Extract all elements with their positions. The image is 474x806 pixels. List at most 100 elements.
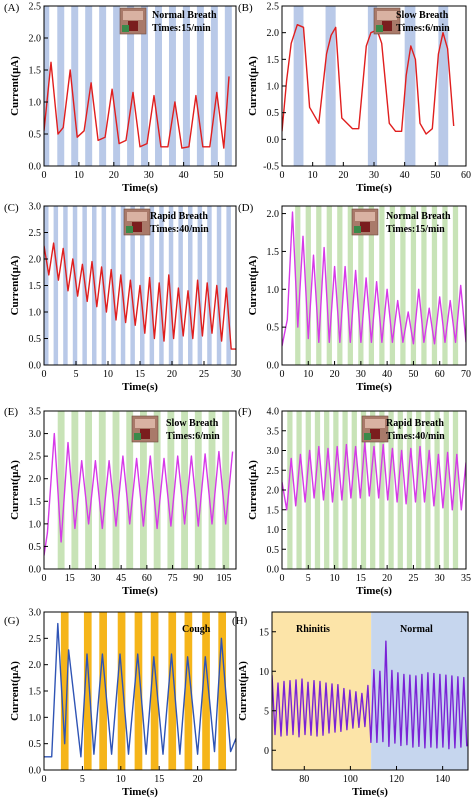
stimulus-band — [370, 411, 376, 569]
stimulus-band — [388, 411, 394, 569]
chart-panel: 0.0 0.5 1.0 1.5 2.0 2.5 3.0 0 5 10 15 20 Time(s) Curr… — [4, 608, 237, 798]
breath-mode-label: Rapid Breath — [386, 418, 444, 429]
x-tick-label: 80 — [299, 774, 309, 785]
x-axis-label: Time(s) — [122, 585, 158, 597]
panel-label: (D) — [238, 202, 254, 214]
photo-face — [127, 212, 147, 221]
stimulus-band — [182, 6, 190, 166]
axes-frame — [43, 410, 237, 570]
stimulus-band — [141, 6, 149, 166]
x-tick-label: 0 — [42, 573, 47, 584]
photo-face — [355, 212, 375, 221]
data-line — [44, 432, 234, 556]
y-tick-label: 15 — [259, 627, 269, 638]
x-tick-label: 30 — [90, 573, 100, 584]
y-tick-label: 0.5 — [267, 108, 280, 119]
stimulus-band — [367, 6, 378, 166]
photo-device — [382, 21, 392, 31]
x-tick-label: 10 — [74, 170, 84, 181]
y-tick-label: 2.0 — [29, 34, 42, 45]
y-tick-label: 1.5 — [267, 247, 280, 258]
x-tick-label: 60 — [461, 170, 471, 181]
y-tick-label: 1.0 — [267, 525, 280, 536]
breath-mode-label: Slow Breath — [166, 418, 219, 429]
stimulus-band — [57, 6, 65, 166]
panel-label: (C) — [4, 202, 19, 214]
photo-clip — [126, 226, 133, 233]
stimulus-band — [452, 206, 459, 365]
x-tick-label: 30 — [144, 170, 154, 181]
plot-area — [44, 612, 236, 770]
stimulus-band — [99, 6, 107, 166]
stimulus-band — [397, 411, 403, 569]
chart-panel: 0.0 0.5 1.0 1.5 2.0 2.5 3.0 3.5 0 15 30 45 60 75 90 105… — [4, 406, 237, 597]
stimulus-band — [71, 6, 79, 166]
stimulus-band — [295, 206, 301, 365]
stimulus-band — [438, 6, 449, 166]
subject-photo — [361, 415, 389, 443]
breath-mode-label: Normal Breath — [152, 10, 217, 21]
photo-face — [123, 11, 143, 20]
y-axis-label: Current(μA) — [247, 255, 259, 315]
y-tick-label: 3.5 — [29, 407, 42, 418]
stimulus-band — [57, 411, 65, 569]
stimulus-band — [314, 411, 321, 569]
y-tick-label: 2.0 — [267, 209, 280, 220]
axes-frame — [43, 5, 237, 167]
stimulus-band — [337, 206, 343, 365]
y-axis-label: Current(μA) — [9, 460, 21, 520]
data-line — [282, 24, 455, 135]
y-tick-label: 1.0 — [29, 98, 42, 109]
x-tick-label: 10 — [303, 369, 313, 380]
stimulus-band — [85, 6, 93, 166]
y-tick-label: 0 — [264, 746, 269, 757]
x-tick-label: 20 — [382, 573, 392, 584]
y-tick-label: 10 — [259, 667, 269, 678]
y-tick-label: 0.0 — [29, 162, 42, 173]
chart-panel: 0.0 0.5 1.0 1.5 2.0 2.5 3.0 3.5 4.0 0 5 10 15 20 25 30 3… — [238, 406, 471, 597]
y-tick-label: 1.0 — [29, 713, 42, 724]
y-tick-label: 2.0 — [267, 486, 280, 497]
subject-photo — [351, 208, 379, 236]
photo-device — [370, 429, 380, 439]
x-tick-label: 30 — [435, 573, 445, 584]
stimulus-band — [168, 612, 177, 770]
x-tick-label: 50 — [214, 170, 224, 181]
y-tick-label: 1.0 — [267, 82, 280, 93]
stimulus-band — [326, 206, 332, 365]
panel-label: (E) — [4, 406, 18, 418]
x-axis-label: Time(s) — [122, 182, 158, 194]
y-tick-label: 0.5 — [267, 545, 280, 556]
stimulus-band — [400, 206, 406, 365]
y-tick-label: 2.5 — [29, 228, 42, 239]
y-tick-label: 1.5 — [29, 281, 42, 292]
y-tick-label: 0.5 — [29, 130, 42, 141]
stimulus-band — [404, 6, 416, 166]
x-tick-label: 0 — [42, 774, 47, 785]
x-tick-label: 60 — [142, 573, 152, 584]
stimulus-band — [325, 6, 336, 166]
stimulus-band — [127, 6, 135, 166]
x-tick-label: 10 — [116, 774, 126, 785]
breath-rate-label: Times:40/min — [386, 431, 445, 442]
y-tick-label: 1.0 — [267, 285, 280, 296]
y-tick-label: 3.0 — [29, 608, 42, 619]
photo-clip — [354, 226, 361, 233]
stimulus-band — [342, 411, 348, 569]
stimulus-band — [126, 411, 134, 569]
x-tick-label: 0 — [280, 573, 285, 584]
panel-label: (B) — [238, 2, 253, 14]
y-tick-label: 2.0 — [267, 28, 280, 39]
stimulus-band — [452, 411, 459, 569]
y-tick-label: 2.5 — [267, 2, 280, 13]
x-tick-label: 15 — [135, 369, 145, 380]
axes-frame — [281, 205, 467, 366]
stimulus-band — [293, 6, 304, 166]
stimulus-band — [168, 206, 174, 365]
stimulus-band — [44, 6, 50, 166]
stimulus-band — [434, 411, 440, 569]
x-tick-label: 105 — [217, 573, 232, 584]
x-tick-label: 30 — [356, 369, 366, 380]
x-tick-label: 10 — [103, 369, 113, 380]
